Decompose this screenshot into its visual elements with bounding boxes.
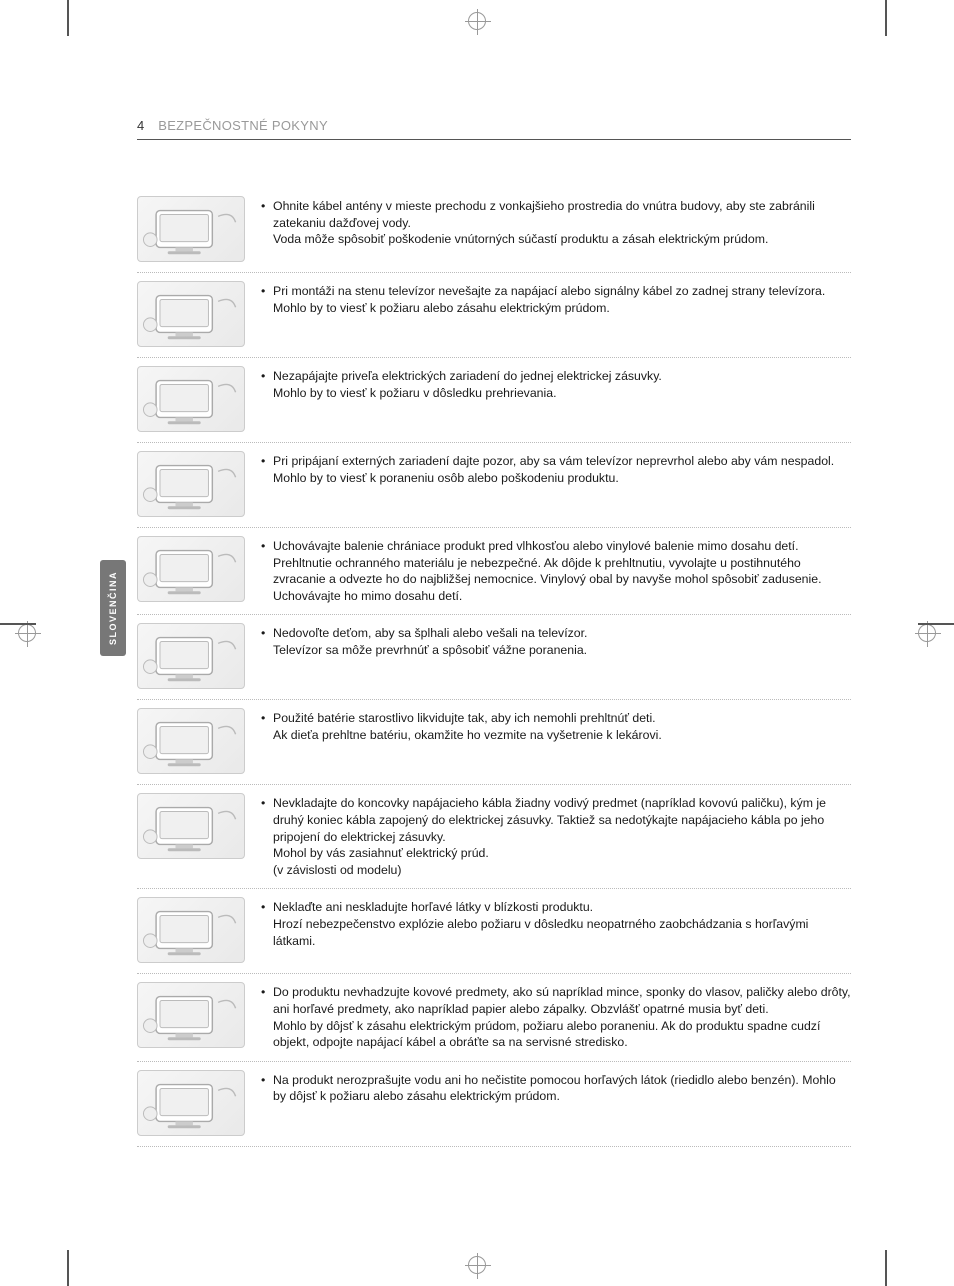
safety-item: Ohnite kábel antény v mieste prechodu z …	[137, 188, 851, 273]
safety-text: Uchovávajte balenie chrániace produkt pr…	[259, 536, 851, 604]
safety-text: Nezapájajte priveľa elektrických zariade…	[259, 366, 851, 432]
safety-illustration	[137, 366, 245, 432]
safety-text: Pri montáži na stenu televízor nevešajte…	[259, 281, 851, 347]
safety-illustration	[137, 1070, 245, 1136]
safety-text: Do produktu nevhadzujte kovové predmety,…	[259, 982, 851, 1050]
safety-bullet: Do produktu nevhadzujte kovové predmety,…	[259, 984, 851, 1050]
registration-mark-left	[18, 624, 36, 642]
crop-mark	[885, 1250, 887, 1286]
safety-item: Na produkt nerozprašujte vodu ani ho neč…	[137, 1062, 851, 1147]
safety-text: Ohnite kábel antény v mieste prechodu z …	[259, 196, 851, 262]
safety-bullet: Nezapájajte priveľa elektrických zariade…	[259, 368, 851, 401]
safety-bullet: Uchovávajte balenie chrániace produkt pr…	[259, 538, 851, 604]
safety-item: Pri pripájaní externých zariadení dajte …	[137, 443, 851, 528]
safety-text: Nedovoľte deťom, aby sa šplhali alebo ve…	[259, 623, 851, 689]
safety-item: Použité batérie starostlivo likvidujte t…	[137, 700, 851, 785]
page-content: 4 BEZPEČNOSTNÉ POKYNY Ohnite kábel antén…	[137, 118, 851, 1186]
safety-bullet: Neklaďte ani neskladujte horľavé látky v…	[259, 899, 851, 949]
crop-mark	[885, 0, 887, 36]
registration-mark-right	[918, 624, 936, 642]
safety-item: Uchovávajte balenie chrániace produkt pr…	[137, 528, 851, 615]
safety-bullet: Na produkt nerozprašujte vodu ani ho neč…	[259, 1072, 851, 1105]
safety-text: Použité batérie starostlivo likvidujte t…	[259, 708, 851, 774]
safety-instructions-list: Ohnite kábel antény v mieste prechodu z …	[137, 188, 851, 1147]
registration-mark-top	[468, 12, 486, 30]
crop-mark	[918, 623, 954, 625]
safety-bullet: Nedovoľte deťom, aby sa šplhali alebo ve…	[259, 625, 851, 658]
safety-illustration	[137, 708, 245, 774]
page-header: 4 BEZPEČNOSTNÉ POKYNY	[137, 118, 851, 140]
safety-bullet: Ohnite kábel antény v mieste prechodu z …	[259, 198, 851, 248]
safety-bullet: Použité batérie starostlivo likvidujte t…	[259, 710, 851, 743]
safety-illustration	[137, 451, 245, 517]
crop-mark	[67, 0, 69, 36]
language-tab-label: SLOVENČINA	[108, 571, 118, 645]
safety-item: Nevkladajte do koncovky napájacieho kábl…	[137, 785, 851, 889]
language-tab: SLOVENČINA	[100, 560, 126, 656]
safety-item: Nezapájajte priveľa elektrických zariade…	[137, 358, 851, 443]
safety-illustration	[137, 196, 245, 262]
safety-item: Pri montáži na stenu televízor nevešajte…	[137, 273, 851, 358]
safety-item: Neklaďte ani neskladujte horľavé látky v…	[137, 889, 851, 974]
safety-illustration	[137, 793, 245, 859]
page-number: 4	[137, 118, 144, 133]
safety-item: Nedovoľte deťom, aby sa šplhali alebo ve…	[137, 615, 851, 700]
safety-bullet: Pri montáži na stenu televízor nevešajte…	[259, 283, 851, 316]
safety-text: Na produkt nerozprašujte vodu ani ho neč…	[259, 1070, 851, 1136]
safety-text: Neklaďte ani neskladujte horľavé látky v…	[259, 897, 851, 963]
safety-bullet: Nevkladajte do koncovky napájacieho kábl…	[259, 795, 851, 878]
safety-illustration	[137, 982, 245, 1048]
safety-illustration	[137, 536, 245, 602]
safety-bullet: Pri pripájaní externých zariadení dajte …	[259, 453, 851, 486]
section-title: BEZPEČNOSTNÉ POKYNY	[158, 118, 328, 133]
safety-illustration	[137, 281, 245, 347]
crop-mark	[67, 1250, 69, 1286]
safety-illustration	[137, 897, 245, 963]
registration-mark-bottom	[468, 1256, 486, 1274]
safety-text: Pri pripájaní externých zariadení dajte …	[259, 451, 851, 517]
safety-item: Do produktu nevhadzujte kovové predmety,…	[137, 974, 851, 1061]
safety-text: Nevkladajte do koncovky napájacieho kábl…	[259, 793, 851, 878]
safety-illustration	[137, 623, 245, 689]
crop-mark	[0, 623, 36, 625]
